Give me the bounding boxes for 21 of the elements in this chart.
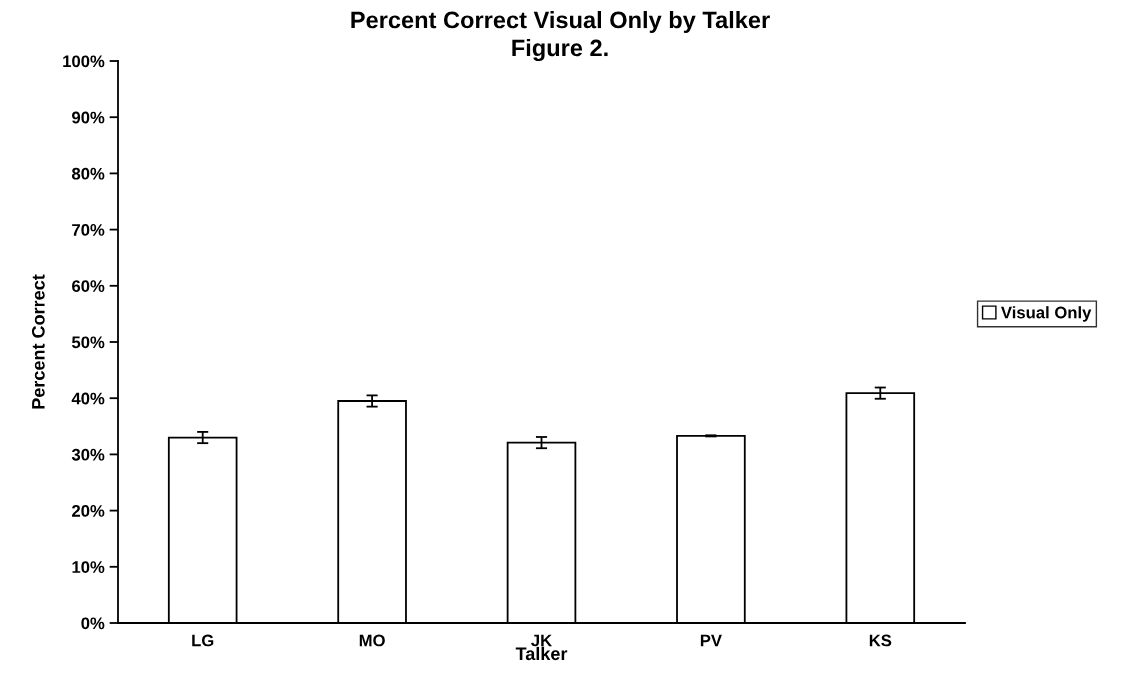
y-tick-label: 30%: [71, 448, 105, 461]
y-axis-title: Percent Correct: [31, 274, 45, 409]
x-tick-label: LG: [192, 634, 214, 647]
y-tick-label: 20%: [72, 505, 105, 517]
y-tick-label: 50%: [71, 336, 105, 349]
chart-subtitle: Figure 2.: [512, 38, 608, 62]
y-tick-label: 60%: [72, 280, 105, 292]
y-tick-label: 100%: [63, 55, 105, 68]
y-tick-label: 80%: [71, 167, 105, 180]
y-tick-label: 40%: [71, 392, 105, 405]
x-tick-label: PV: [700, 634, 722, 647]
y-tick-label: 90%: [72, 111, 105, 124]
chart-title: Percent Correct Visual Only by Talker: [351, 11, 770, 33]
y-tick-label: 0%: [81, 617, 105, 630]
x-tick-label: JK: [531, 634, 552, 647]
x-axis-title: Talker: [515, 646, 568, 661]
y-tick-label: 70%: [72, 224, 105, 236]
legend-label: Visual Only: [1001, 306, 1092, 322]
x-tick-label: KS: [869, 634, 892, 647]
y-tick-label: 10%: [72, 561, 105, 573]
x-tick-label: MO: [359, 634, 385, 647]
